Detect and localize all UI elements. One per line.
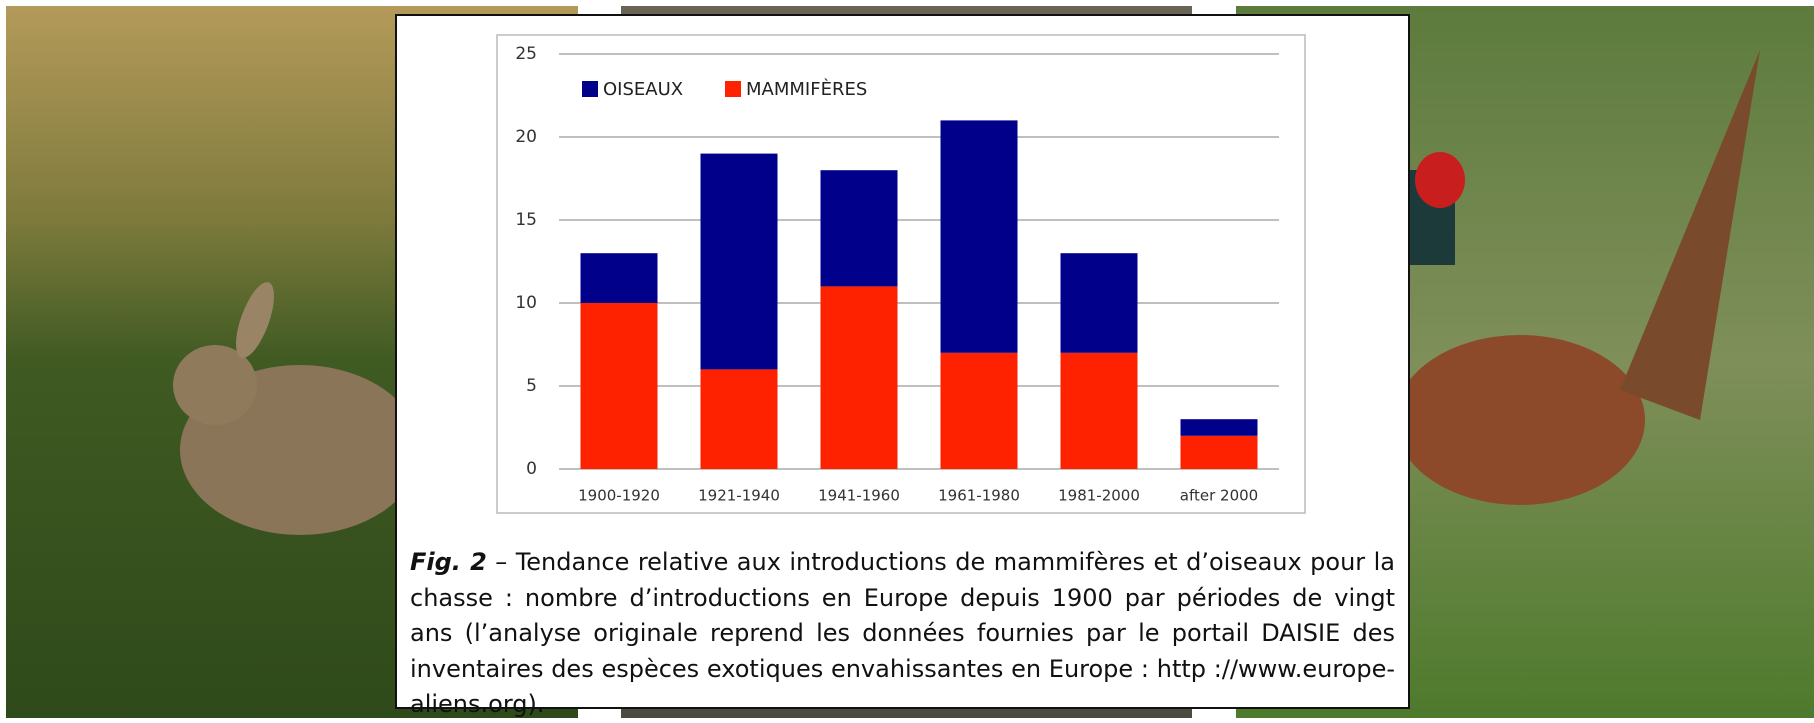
caption-text: – Tendance relative aux introductions de… [410,548,1395,718]
bar-segment [1060,253,1138,353]
legend-swatch [582,81,598,97]
rabbit-ear [236,282,274,358]
x-tick-label: 1941-1960 [818,487,900,505]
x-tick-label: 1981-2000 [1058,487,1140,505]
caption: Fig. 2 – Tendance relative aux introduct… [410,545,1395,723]
bar-segment [700,153,778,370]
y-tick-label: 5 [526,376,537,396]
pheasant-body [1395,335,1645,505]
y-tick-label: 0 [526,459,537,479]
y-tick-label: 15 [515,210,537,230]
bar-segment [940,120,1018,353]
bar-segment [940,352,1018,469]
x-tick-label: 1921-1940 [698,487,780,505]
bar-segment [820,170,898,287]
rabbit-head [173,345,257,425]
y-tick-label: 20 [515,127,537,147]
bar-segment [580,253,658,303]
x-tick-label: after 2000 [1180,487,1258,505]
legend-swatch [725,81,741,97]
bar-segment [1180,419,1258,436]
bar-segment [580,303,658,469]
bar-segment [1180,435,1258,469]
bar-segment [700,369,778,469]
x-tick-label: 1900-1920 [578,487,660,505]
bar-segment [1060,352,1138,469]
pheasant-tail [1620,50,1760,420]
caption-label: Fig. 2 [410,548,487,576]
y-tick-label: 10 [515,293,537,313]
bar-segment [820,286,898,469]
legend-label: MAMMIFÈRES [746,78,867,100]
y-tick-label: 25 [515,44,537,64]
pheasant-head [1415,152,1465,208]
x-tick-label: 1961-1980 [938,487,1020,505]
legend-label: OISEAUX [603,79,683,100]
